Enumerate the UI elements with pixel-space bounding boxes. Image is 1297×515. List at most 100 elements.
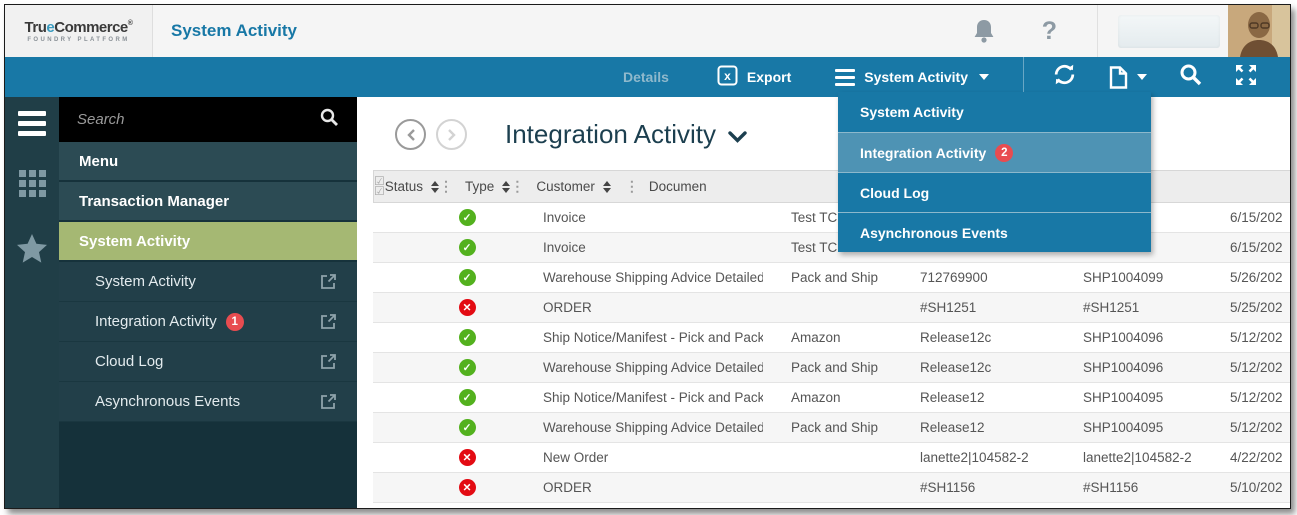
search-input[interactable] [77, 111, 320, 128]
forward-button[interactable] [436, 119, 467, 150]
sidebar-subitem[interactable]: System Activity [59, 262, 357, 302]
icon-rail [5, 97, 59, 508]
help-icon[interactable]: ? [1041, 16, 1057, 45]
select-all-checkbox-icon[interactable]: ☑ ☑ [374, 173, 385, 198]
row-select-cell [373, 323, 419, 352]
row-customer-cell [763, 443, 910, 472]
external-link-icon[interactable] [320, 313, 337, 330]
table-row[interactable]: ✓ Ship Notice/Manifest - Pick and Pack A… [373, 383, 1290, 413]
sidebar-item[interactable]: Menu [59, 142, 357, 182]
row-customer-cell: Amazon [791, 390, 841, 405]
refresh-icon[interactable] [1052, 63, 1077, 91]
sidebar-subitem[interactable]: Integration Activity 1 [59, 302, 357, 342]
table-row[interactable]: ✓ Ship Notice/Manifest - Pick and Pack A… [373, 323, 1290, 353]
column-header[interactable]: ☑☑ Type ⋮ [465, 171, 536, 202]
status-icon: ✓ [458, 329, 476, 346]
table-row[interactable]: ✕ New Order lanette2|104582-2 lanette2|1… [373, 443, 1290, 473]
sidebar-item[interactable]: System Activity [59, 222, 357, 262]
status-icon: ✓ [458, 209, 476, 226]
row-date-cell: 4/22/202 [1230, 450, 1283, 465]
table-row[interactable]: ✕ ORDER #SH1251 #SH1251 5/25/202 [373, 293, 1290, 323]
sidebar-toggle-icon[interactable] [18, 111, 46, 136]
external-link-icon[interactable] [320, 353, 337, 370]
row-reference-cell: #SH1156 [920, 480, 976, 495]
context-menu-item[interactable]: Cloud Log [838, 172, 1151, 212]
context-menu-button[interactable]: System Activity [835, 68, 989, 86]
search-icon[interactable] [320, 108, 339, 132]
row-date-cell: 5/12/202 [1230, 390, 1283, 405]
status-icon: ✓ [458, 269, 476, 286]
column-header[interactable]: ☑☑ Customer ⋮ [536, 171, 595, 202]
view-title-dropdown[interactable]: Integration Activity [505, 119, 747, 150]
details-button[interactable]: Details [622, 69, 669, 85]
user-avatar[interactable] [1228, 5, 1290, 57]
title-row: Integration Activity [357, 97, 1290, 164]
row-select-cell [373, 263, 419, 292]
column-header[interactable]: ☑☑ ⋮ [595, 171, 649, 202]
column-menu-icon[interactable]: ⋮ [439, 178, 454, 194]
favorites-star-icon[interactable] [16, 234, 48, 269]
apps-grid-icon[interactable] [18, 170, 46, 202]
table-row[interactable]: ✓ Invoice Test TC 6/15/202 [373, 203, 1290, 233]
row-document-cell: lanette2|104582-2 [1083, 450, 1192, 465]
column-header[interactable]: ☑☑ Status ⋮ [385, 171, 465, 202]
sort-icon[interactable] [502, 180, 511, 193]
column-label: Documen [648, 179, 707, 194]
truecommerce-logo: TrueCommerce® FOUNDRY PLATFORM [5, 5, 153, 57]
table-row[interactable]: ✕ ORDER #SH1156 #SH1156 5/10/202 [373, 473, 1290, 503]
column-header[interactable]: ☑☑ Documen ⋮ [649, 171, 707, 202]
notifications-bell-icon[interactable] [972, 18, 996, 44]
column-menu-icon[interactable]: ⋮ [624, 178, 639, 194]
table-row[interactable]: ✓ Warehouse Shipping Advice Detailed Pac… [373, 353, 1290, 383]
table-row[interactable]: ✓ Warehouse Shipping Advice Detailed Pac… [373, 263, 1290, 293]
export-button[interactable]: x Export [717, 65, 791, 89]
context-menu-item[interactable]: Integration Activity 2 [838, 132, 1151, 172]
row-date-cell: 5/12/202 [1230, 330, 1283, 345]
context-menu-item[interactable]: Asynchronous Events [838, 212, 1151, 252]
logo-subtitle: FOUNDRY PLATFORM [27, 36, 130, 43]
row-document-cell: SHP1004096 [1083, 360, 1164, 375]
external-link-icon[interactable] [320, 273, 337, 290]
row-status-cell: ✓ [419, 263, 515, 292]
table-body: ✓ Invoice Test TC 6/15/202 ✓ Invoice [373, 203, 1290, 503]
fullscreen-expand-icon[interactable] [1234, 63, 1258, 92]
sidebar-item[interactable]: Transaction Manager [59, 182, 357, 222]
row-type-cell: ORDER [543, 480, 592, 495]
sort-icon[interactable] [602, 180, 611, 193]
logo-wordmark: TrueCommerce® [24, 18, 133, 36]
redacted-username[interactable] [1118, 14, 1220, 48]
action-toolbar: Details x Export System Activity [5, 57, 1290, 97]
context-menu-item[interactable]: System Activity [838, 92, 1151, 132]
status-icon: ✕ [458, 449, 476, 466]
table-row[interactable]: ✓ Invoice Test TC 6/15/202 [373, 233, 1290, 263]
new-document-button[interactable] [1109, 65, 1147, 89]
app-window: TrueCommerce® FOUNDRY PLATFORM System Ac… [4, 4, 1291, 509]
notification-badge: 1 [225, 312, 244, 331]
column-menu-icon[interactable]: ⋮ [510, 178, 525, 194]
table-header-row: ☑☑ ⋮ ☑☑ Status ⋮ [373, 170, 1290, 203]
external-link-icon[interactable] [320, 393, 337, 410]
sort-icon[interactable] [431, 180, 440, 193]
row-type-cell: Invoice [543, 210, 586, 225]
integration-activity-table: ☑☑ ⋮ ☑☑ Status ⋮ [373, 170, 1290, 503]
sidebar-item-label: System Activity [79, 232, 191, 250]
context-menu-item-label: System Activity [860, 104, 964, 120]
row-document-cell: SHP1004095 [1083, 420, 1164, 435]
row-select-cell [373, 353, 419, 382]
row-date-cell: 6/15/202 [1230, 210, 1283, 225]
row-status-cell: ✓ [419, 323, 515, 352]
search-icon[interactable] [1179, 63, 1202, 91]
header-divider [1097, 5, 1098, 57]
column-header[interactable]: ☑☑ ⋮ [374, 171, 385, 202]
status-icon: ✕ [458, 299, 476, 316]
sidebar-search [59, 97, 357, 142]
row-customer-cell: Pack and Ship [791, 420, 879, 435]
sidebar-item-label: Menu [79, 152, 119, 170]
sidebar-subitem[interactable]: Cloud Log [59, 342, 357, 382]
registered-mark: ® [127, 19, 133, 27]
table-row[interactable]: ✓ Warehouse Shipping Advice Detailed Pac… [373, 413, 1290, 443]
row-type-cell: Warehouse Shipping Advice Detailed [543, 270, 763, 285]
row-reference-cell: #SH1251 [920, 300, 977, 315]
back-button[interactable] [395, 119, 426, 150]
sidebar-subitem[interactable]: Asynchronous Events [59, 382, 357, 422]
